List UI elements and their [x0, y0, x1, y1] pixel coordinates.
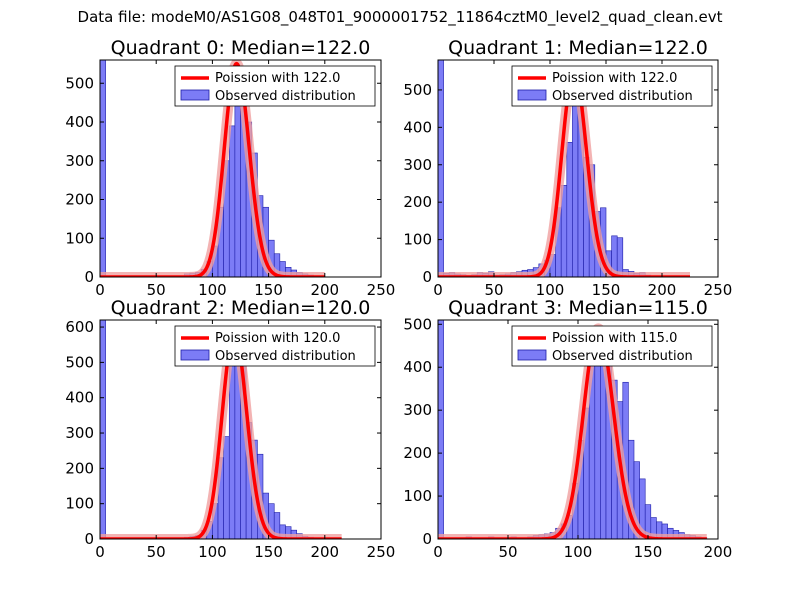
poisson-curve-group: [100, 327, 347, 539]
x-tick-label: 50: [498, 543, 517, 561]
y-tick-label: 200: [403, 193, 432, 211]
axes-frame: [99, 319, 382, 540]
quadrant-2-panel: 0 50 100 150 200 250 0 100 200 300 400 500 600 Quadra…: [65, 297, 395, 561]
y-tick-label: 0: [84, 268, 94, 286]
x-tick-label: 200: [648, 281, 677, 299]
axes-frame: [99, 59, 382, 278]
histogram-bar: [100, 60, 106, 277]
legend-label-poisson: Poission with 120.0: [215, 331, 340, 346]
legend-label-observed: Observed distribution: [215, 349, 356, 364]
x-tick-label: 150: [254, 543, 283, 561]
histogram-bar: [228, 125, 236, 277]
x-tick-label: 250: [367, 281, 396, 299]
y-tick-label: 300: [65, 152, 94, 170]
legend-label-observed: Observed distribution: [552, 89, 693, 104]
y-tick-label: 500: [65, 74, 94, 92]
histogram-bar: [223, 436, 230, 539]
x-tick-label: 100: [198, 281, 227, 299]
y-tick-label: 400: [65, 389, 94, 407]
x-tick-label: 150: [254, 281, 283, 299]
x-tick-label: 150: [634, 543, 663, 561]
x-tick-label: 200: [310, 281, 339, 299]
panel-title: Quadrant 2: Median=120.0: [111, 297, 371, 319]
y-tick-label: 100: [403, 487, 432, 505]
histogram-bar: [100, 320, 106, 539]
y-tick-label: 100: [65, 495, 94, 513]
legend: Poission with 122.0 Observed distribution: [174, 65, 376, 107]
x-tick-label: 250: [367, 543, 396, 561]
y-tick-label: 400: [403, 118, 432, 136]
axes-frame: [437, 59, 719, 278]
y-tick-label: 300: [403, 401, 432, 419]
x-tick-label: 50: [484, 281, 503, 299]
x-tick-label: 200: [704, 543, 733, 561]
x-tick-label: 50: [147, 543, 166, 561]
y-tick-label: 400: [403, 358, 432, 376]
histogram-bar: [566, 142, 573, 277]
poisson-curve: [438, 69, 692, 277]
y-tick-label: 400: [65, 113, 94, 131]
x-tick-label: 150: [592, 281, 621, 299]
y-tick-label: 300: [65, 424, 94, 442]
legend-label-observed: Observed distribution: [215, 89, 356, 104]
histogram-bar: [438, 60, 444, 277]
y-tick-label: 100: [403, 231, 432, 249]
panel-title: Quadrant 3: Median=115.0: [448, 297, 708, 319]
y-tick-label: 0: [422, 268, 432, 286]
legend: Poission with 122.0 Observed distribution: [511, 65, 713, 107]
y-tick-label: 0: [422, 530, 432, 548]
poisson-curve-group: [438, 66, 695, 277]
legend: Poission with 120.0 Observed distribution: [174, 325, 376, 367]
legend-bar-swatch: [180, 89, 210, 101]
legend-label-poisson: Poission with 122.0: [552, 71, 677, 86]
legend-label-observed: Observed distribution: [552, 349, 693, 364]
figure-title: Data file: modeM0/AS1G08_048T01_90000017…: [77, 8, 723, 26]
panel-title: Quadrant 0: Median=122.0: [111, 37, 371, 59]
y-tick-label: 500: [403, 315, 432, 333]
x-tick-label: 100: [564, 543, 593, 561]
panel-title: Quadrant 1: Median=122.0: [448, 37, 708, 59]
y-tick-label: 300: [403, 156, 432, 174]
quadrant-1-panel: 0 50 100 150 200 250 0 100 200 300 400 500 Quadrant …: [403, 37, 732, 299]
x-tick-label: 100: [536, 281, 565, 299]
y-tick-label: 500: [403, 81, 432, 99]
legend-label-poisson: Poission with 115.0: [552, 331, 677, 346]
y-tick-label: 600: [65, 318, 94, 336]
histogram-bar: [616, 237, 624, 277]
y-tick-label: 200: [65, 191, 94, 209]
x-tick-label: 250: [704, 281, 733, 299]
y-tick-label: 100: [65, 229, 94, 247]
y-tick-label: 500: [65, 353, 94, 371]
quadrant-3-panel: 0 50 100 150 200 0 100 200 300 400 500 Quadrant 3: …: [403, 297, 732, 561]
histogram-bar: [438, 320, 444, 539]
x-tick-label: 50: [147, 281, 166, 299]
x-tick-label: 0: [95, 281, 105, 299]
legend-label-poisson: Poission with 122.0: [215, 71, 340, 86]
poisson-curve: [100, 330, 343, 539]
x-tick-label: 0: [433, 281, 443, 299]
quadrant-0-panel: 0 50 100 150 200 250 0 100 200 300 400 500 Quadrant …: [65, 37, 395, 299]
x-tick-label: 100: [198, 543, 227, 561]
legend-bar-swatch: [517, 89, 547, 101]
legend-bar-swatch: [180, 349, 210, 361]
legend-bar-swatch: [517, 349, 547, 361]
y-tick-label: 0: [84, 530, 94, 548]
x-tick-label: 200: [310, 543, 339, 561]
x-tick-label: 0: [95, 543, 105, 561]
y-tick-label: 200: [65, 459, 94, 477]
x-tick-label: 0: [433, 543, 443, 561]
legend: Poission with 115.0 Observed distribution: [511, 325, 713, 367]
y-tick-label: 200: [403, 444, 432, 462]
